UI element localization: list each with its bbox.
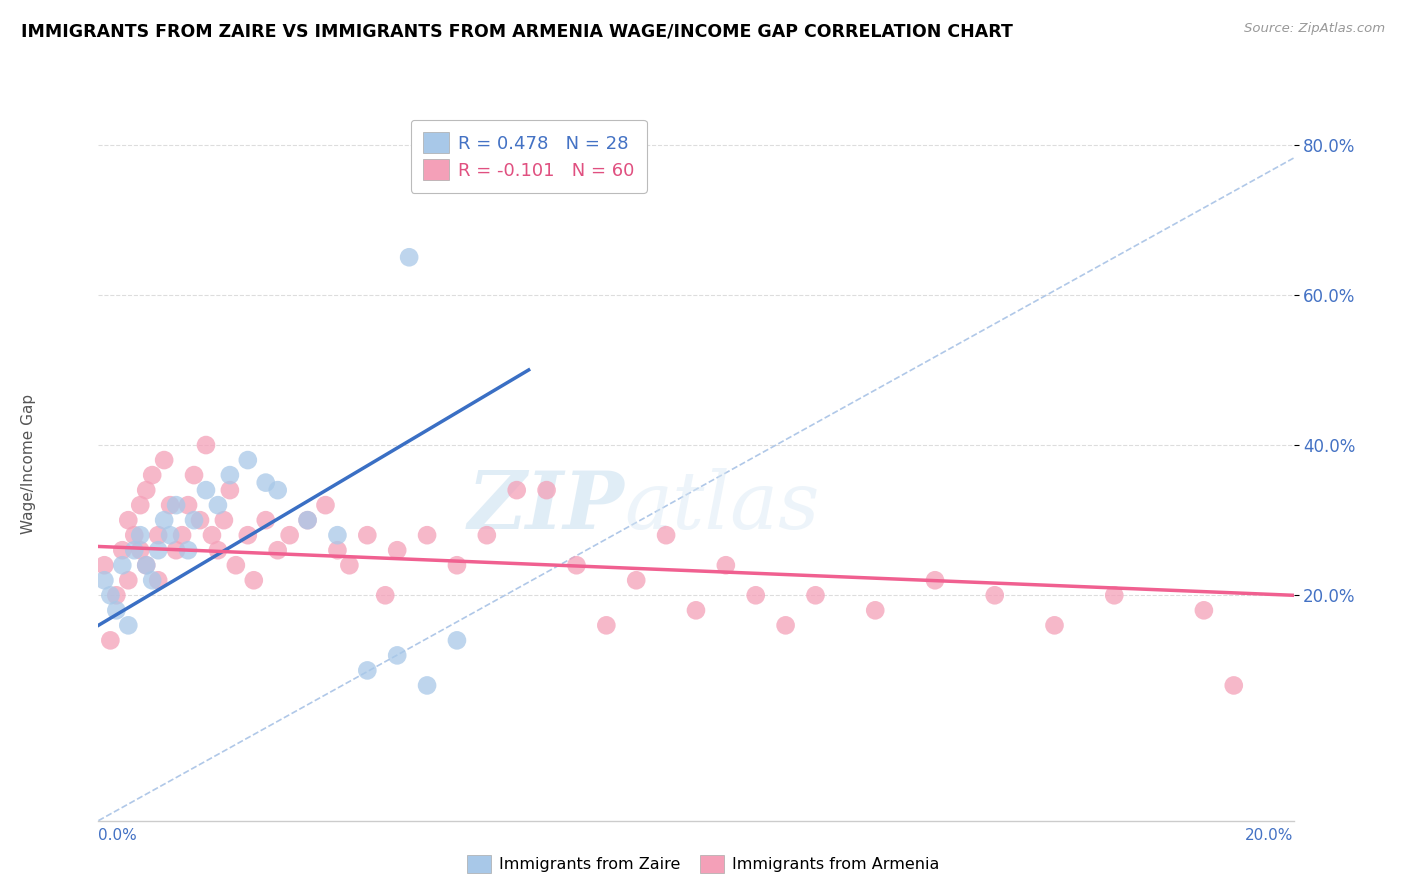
Point	[111, 543, 134, 558]
Point	[172, 528, 194, 542]
Point	[339, 558, 361, 573]
Point	[135, 483, 157, 497]
Text: 20.0%: 20.0%	[1246, 828, 1294, 843]
Text: atlas: atlas	[624, 468, 820, 545]
Point	[374, 588, 396, 602]
Point	[984, 588, 1007, 602]
Point	[1043, 618, 1066, 632]
Point	[506, 483, 529, 497]
Y-axis label: Wage/Income Gap: Wage/Income Gap	[21, 393, 37, 534]
Point	[219, 483, 242, 497]
Point	[159, 528, 181, 542]
Text: 0.0%: 0.0%	[98, 828, 138, 843]
Point	[416, 528, 439, 542]
Point	[148, 574, 170, 588]
Point	[326, 543, 349, 558]
Point	[129, 528, 152, 542]
Point	[254, 475, 277, 490]
Point	[804, 588, 827, 602]
Point	[685, 603, 707, 617]
Text: Source: ZipAtlas.com: Source: ZipAtlas.com	[1244, 22, 1385, 36]
Point	[93, 558, 115, 573]
Point	[714, 558, 737, 573]
Point	[117, 513, 139, 527]
Point	[135, 558, 157, 573]
Point	[475, 528, 498, 542]
Point	[188, 513, 211, 527]
Point	[177, 498, 200, 512]
Point	[626, 574, 648, 588]
Point	[655, 528, 678, 542]
Point	[124, 528, 146, 542]
Point	[267, 483, 290, 497]
Point	[385, 648, 409, 663]
Point	[177, 543, 200, 558]
Point	[356, 528, 378, 542]
Point	[153, 453, 176, 467]
Point	[1104, 588, 1126, 602]
Legend: R = 0.478   N = 28, R = -0.101   N = 60: R = 0.478 N = 28, R = -0.101 N = 60	[411, 120, 647, 193]
Point	[124, 543, 146, 558]
Point	[1192, 603, 1215, 617]
Point	[159, 498, 181, 512]
Point	[212, 513, 235, 527]
Point	[1223, 678, 1246, 692]
Point	[297, 513, 319, 527]
Point	[207, 543, 229, 558]
Text: IMMIGRANTS FROM ZAIRE VS IMMIGRANTS FROM ARMENIA WAGE/INCOME GAP CORRELATION CHA: IMMIGRANTS FROM ZAIRE VS IMMIGRANTS FROM…	[21, 22, 1012, 40]
Point	[243, 574, 266, 588]
Point	[165, 498, 187, 512]
Point	[105, 603, 128, 617]
Point	[129, 498, 152, 512]
Point	[219, 468, 242, 483]
Point	[117, 574, 139, 588]
Point	[745, 588, 768, 602]
Point	[183, 513, 205, 527]
Point	[195, 483, 218, 497]
Point	[135, 558, 157, 573]
Point	[416, 678, 439, 692]
Legend: Immigrants from Zaire, Immigrants from Armenia: Immigrants from Zaire, Immigrants from A…	[461, 848, 945, 880]
Point	[117, 618, 139, 632]
Point	[129, 543, 152, 558]
Point	[446, 558, 468, 573]
Point	[398, 250, 420, 264]
Point	[865, 603, 887, 617]
Point	[148, 543, 170, 558]
Point	[446, 633, 468, 648]
Point	[315, 498, 337, 512]
Point	[201, 528, 224, 542]
Text: ZIP: ZIP	[467, 468, 624, 545]
Point	[195, 438, 218, 452]
Point	[153, 513, 176, 527]
Point	[183, 468, 205, 483]
Point	[536, 483, 558, 497]
Point	[595, 618, 617, 632]
Point	[297, 513, 319, 527]
Point	[775, 618, 797, 632]
Point	[278, 528, 301, 542]
Point	[165, 543, 187, 558]
Point	[93, 574, 115, 588]
Point	[148, 528, 170, 542]
Point	[254, 513, 277, 527]
Point	[326, 528, 349, 542]
Point	[236, 453, 259, 467]
Point	[105, 588, 128, 602]
Point	[225, 558, 247, 573]
Point	[236, 528, 259, 542]
Point	[356, 664, 378, 678]
Point	[98, 633, 122, 648]
Point	[924, 574, 946, 588]
Point	[565, 558, 588, 573]
Point	[98, 588, 122, 602]
Point	[267, 543, 290, 558]
Point	[141, 574, 163, 588]
Point	[385, 543, 409, 558]
Point	[141, 468, 163, 483]
Point	[207, 498, 229, 512]
Point	[111, 558, 134, 573]
